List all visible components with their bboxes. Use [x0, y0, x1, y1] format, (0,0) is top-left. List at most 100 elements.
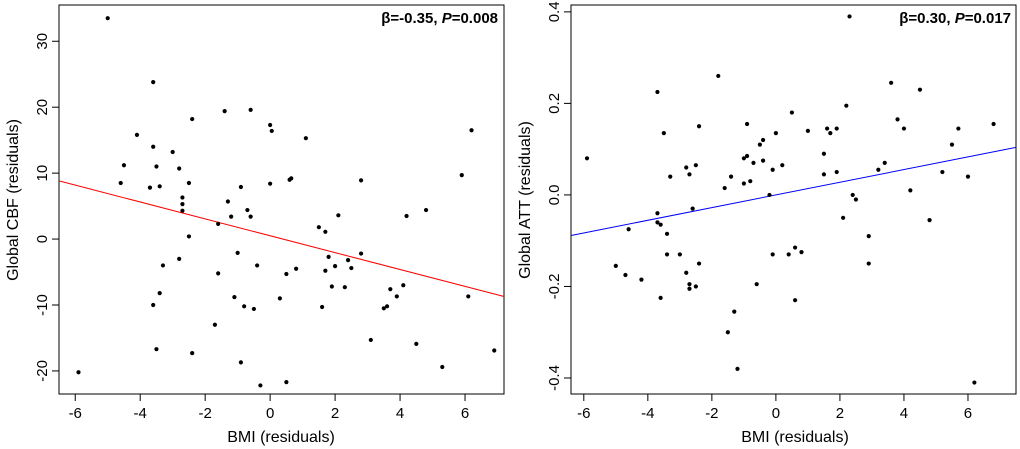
- cbf-data-point: [368, 337, 373, 343]
- cbf-x-tick-label: -6: [69, 405, 82, 422]
- att-data-point: [728, 174, 734, 179]
- att-y-tick-label: -0.4: [546, 365, 563, 391]
- cbf-y-tick-label: -10: [34, 294, 51, 316]
- cbf-data-point: [222, 109, 227, 114]
- att-data-point: [696, 261, 702, 266]
- cbf-data-point: [154, 164, 159, 169]
- cbf-data-point: [401, 283, 406, 288]
- cbf-data-point: [245, 207, 250, 213]
- cbf-y-tick-label: 20: [34, 99, 51, 116]
- cbf-data-point: [268, 181, 273, 186]
- att-data-point: [991, 121, 996, 127]
- att-data-point: [825, 126, 830, 131]
- cbf-data-point: [248, 214, 253, 219]
- cbf-plot-frame: [58, 4, 505, 395]
- cbf-data-point: [469, 128, 474, 133]
- att-data-point: [834, 126, 839, 131]
- cbf-data-point: [358, 178, 364, 183]
- att-x-tick-label: 2: [836, 405, 844, 422]
- cbf-data-point: [134, 132, 140, 137]
- cbf-data-point: [323, 229, 328, 234]
- att-data-point: [741, 156, 746, 161]
- att-fit-group: [570, 146, 1017, 236]
- cbf-data-point: [358, 251, 364, 256]
- cbf-data-point: [160, 263, 166, 268]
- att-data-point: [613, 263, 618, 268]
- att-data-point: [876, 167, 881, 172]
- cbf-data-point: [329, 284, 334, 289]
- cbf-data-point: [255, 263, 260, 268]
- cbf-fit-line: [58, 180, 505, 298]
- att-data-point: [841, 215, 846, 220]
- att-x-tick-label: 0: [772, 405, 780, 422]
- cbf-data-point: [384, 304, 390, 309]
- cbf-data-point: [323, 268, 328, 273]
- cbf-x-tick-label: 4: [396, 405, 404, 422]
- att-data-point: [693, 284, 698, 289]
- cbf-data-point: [492, 348, 497, 353]
- att-data-point: [655, 220, 660, 225]
- att-data-point: [690, 206, 695, 211]
- att-data-point: [748, 179, 753, 184]
- cbf-data-point: [147, 185, 153, 190]
- cbf-data-point: [151, 144, 156, 149]
- att-x-axis: -6 -4 -2 0 2 4 6: [577, 394, 972, 422]
- att-data-point: [744, 153, 750, 159]
- att-x-tick-label: 4: [900, 405, 908, 422]
- att-data-point: [655, 89, 660, 95]
- att-y-axis: -0.4 -0.2 0.0 0.2 0.4: [546, 1, 571, 391]
- cbf-data-point: [157, 291, 162, 296]
- att-data-point: [889, 80, 894, 85]
- att-data-point: [687, 282, 692, 287]
- cbf-data-point: [232, 294, 237, 300]
- cbf-data-point: [332, 263, 338, 269]
- att-data-point: [793, 298, 798, 303]
- cbf-data-point: [177, 166, 182, 171]
- cbf-data-point: [151, 302, 156, 308]
- att-data-point: [744, 121, 750, 127]
- att-data-point: [757, 142, 762, 147]
- cbf-data-point: [251, 306, 256, 312]
- cbf-y-tick-label: 10: [34, 165, 51, 182]
- att-data-point: [760, 137, 766, 143]
- cbf-data-point: [269, 128, 274, 134]
- att-data-point: [866, 234, 871, 239]
- att-data-point: [956, 126, 961, 131]
- cbf-data-point: [238, 184, 243, 190]
- att-data-point: [664, 252, 670, 257]
- att-data-point: [965, 174, 971, 179]
- cbf-data-point: [170, 149, 175, 155]
- att-data-point: [658, 222, 663, 227]
- cbf-y-tick-label: 30: [34, 33, 51, 50]
- att-data-point: [799, 250, 804, 255]
- att-plot-frame: [570, 4, 1017, 395]
- cbf-y-axis-title: Global CBF (residuals): [5, 119, 22, 281]
- cbf-data-point: [349, 265, 354, 271]
- att-points: [584, 14, 996, 385]
- att-data-point: [767, 192, 772, 198]
- att-data-point: [917, 87, 923, 92]
- att-data-point: [684, 270, 689, 275]
- cbf-data-point: [157, 184, 162, 189]
- cbf-x-axis: -6 -4 -2 0 2 4 6: [69, 394, 469, 422]
- cbf-y-axis: -20 -10 0 10 20 30: [34, 33, 59, 382]
- cbf-data-point: [381, 306, 386, 311]
- cbf-data-point: [229, 214, 234, 219]
- cbf-data-point: [238, 360, 243, 365]
- cbf-data-point: [216, 271, 221, 276]
- att-data-point: [664, 231, 670, 236]
- att-data-point: [639, 277, 644, 282]
- att-data-point: [853, 197, 859, 202]
- cbf-data-point: [225, 199, 231, 204]
- att-x-tick-label: 6: [964, 405, 972, 422]
- att-data-point: [722, 185, 727, 191]
- cbf-data-point: [190, 351, 195, 356]
- cbf-data-point: [423, 207, 429, 213]
- cbf-data-point: [177, 256, 182, 261]
- att-data-point: [693, 163, 698, 168]
- att-data-point: [805, 128, 811, 133]
- att-data-point: [901, 126, 907, 131]
- att-y-tick-label: -0.2: [546, 274, 563, 300]
- att-data-point: [696, 124, 702, 129]
